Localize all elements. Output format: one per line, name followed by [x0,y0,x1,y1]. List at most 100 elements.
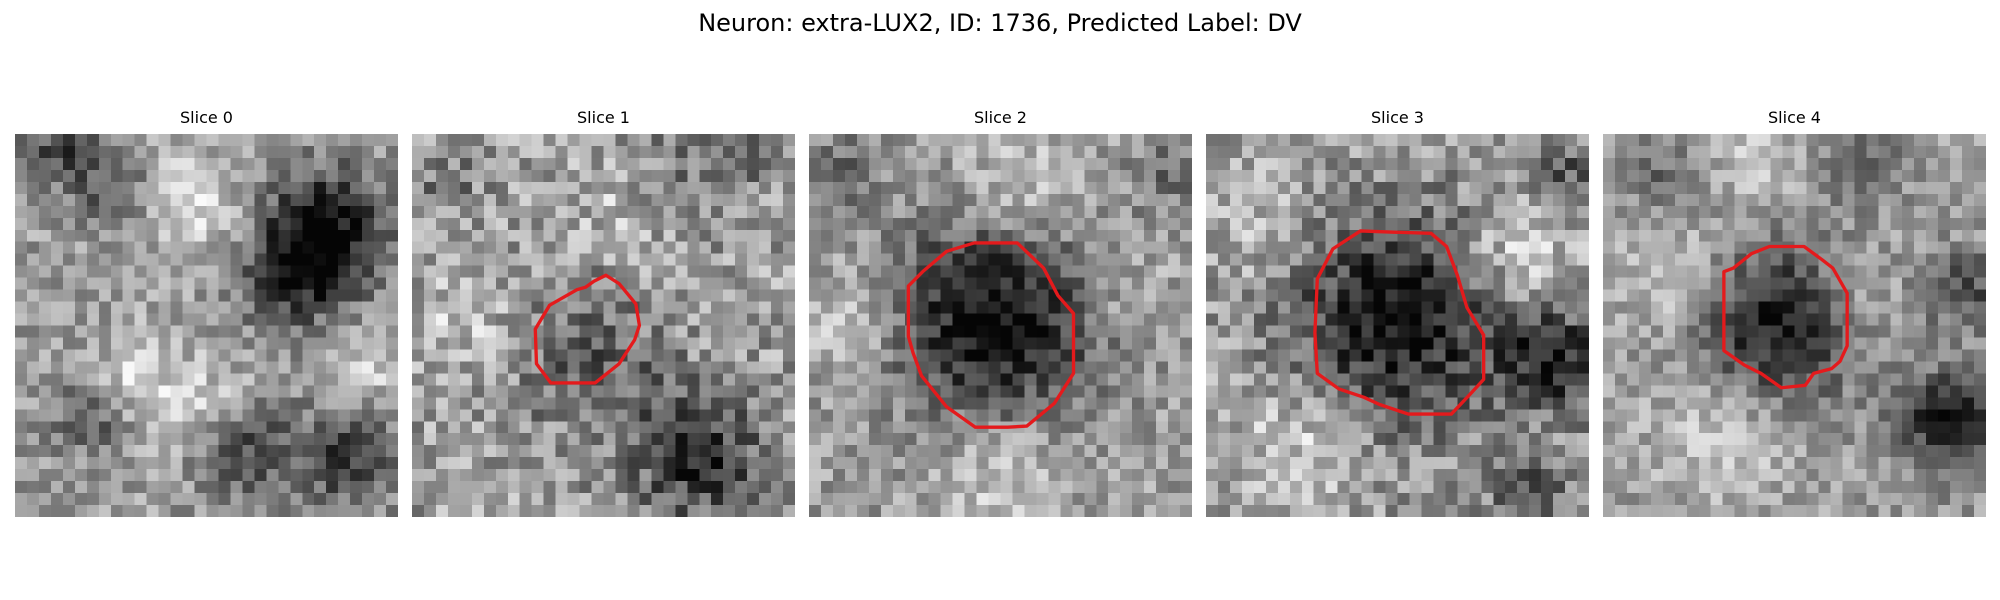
pixel [1577,205,1589,219]
pixel [1445,313,1458,326]
pixel [134,301,147,314]
pixel [1265,349,1279,362]
pixel [1746,229,1759,242]
pixel [627,217,640,230]
pixel [1734,421,1747,434]
pixel [206,241,219,254]
pixel [1794,289,1807,302]
pixel [567,217,580,230]
pixel [15,421,28,434]
pixel [1541,421,1554,434]
pixel [615,493,628,506]
pixel [1902,229,1915,242]
pixel [1541,229,1554,242]
pixel [1638,145,1652,159]
pixel [1060,469,1073,482]
pixel [86,205,100,219]
pixel [615,229,628,242]
pixel [1950,289,1963,302]
pixel [26,421,40,434]
pixel [218,157,231,171]
pixel [350,325,363,338]
pixel [591,301,604,314]
pixel [639,277,652,290]
pixel [603,253,616,266]
pixel [1421,217,1434,230]
pixel [1000,493,1013,506]
pixel [122,445,135,458]
pixel [1096,277,1109,290]
pixel [1457,349,1470,362]
pixel [639,421,652,434]
pixel [1974,313,1986,326]
pixel [1914,229,1927,242]
pixel [651,181,664,195]
pixel [110,433,123,446]
pixel [1890,445,1903,458]
pixel [1277,181,1291,195]
pixel [459,409,473,422]
pixel [98,229,111,242]
pixel [1782,433,1795,446]
pixel [1505,134,1518,147]
pixel [1325,493,1338,506]
pixel [1132,505,1145,517]
pixel [1926,445,1939,458]
pixel [675,505,688,517]
pixel [447,397,461,410]
pixel [904,361,917,374]
pixel [1734,373,1747,386]
pixel [412,229,425,242]
pixel [519,361,532,374]
pixel [26,169,40,183]
pixel [194,134,207,147]
pixel [952,493,965,506]
pixel [1325,217,1338,230]
pixel [1072,193,1085,207]
pixel [844,493,858,506]
pixel [134,193,147,207]
pixel [555,229,568,242]
pixel [338,229,351,242]
pixel [412,313,425,326]
pixel [1385,169,1398,183]
pixel [110,337,123,350]
slice-image-2 [809,134,1192,517]
pixel [1084,457,1097,470]
pixel [374,397,387,410]
pixel [1229,241,1243,254]
pixel [242,421,255,434]
pixel [1385,193,1398,207]
pixel [338,373,351,386]
pixel [338,337,351,350]
pixel [338,409,351,422]
pixel [1180,361,1192,374]
pixel [832,469,846,482]
pixel [1565,397,1578,410]
pixel [555,493,568,506]
pixel [976,289,989,302]
pixel [290,229,303,242]
pixel [242,205,255,219]
pixel [98,217,111,230]
pixel [15,505,28,517]
pixel [1349,409,1362,422]
pixel [1686,445,1699,458]
pixel [916,397,929,410]
pixel [182,481,195,494]
pixel [1385,313,1398,326]
pixel [832,169,846,183]
pixel [1626,205,1640,219]
pixel [1156,241,1169,254]
pixel [1084,493,1097,506]
pixel [904,134,917,147]
pixel [844,301,858,314]
pixel [1806,457,1819,470]
pixel [1650,265,1664,278]
pixel [844,373,858,386]
pixel [820,205,834,219]
pixel [1325,265,1338,278]
pixel [62,169,76,183]
pixel [386,289,398,302]
pixel [1289,181,1302,195]
